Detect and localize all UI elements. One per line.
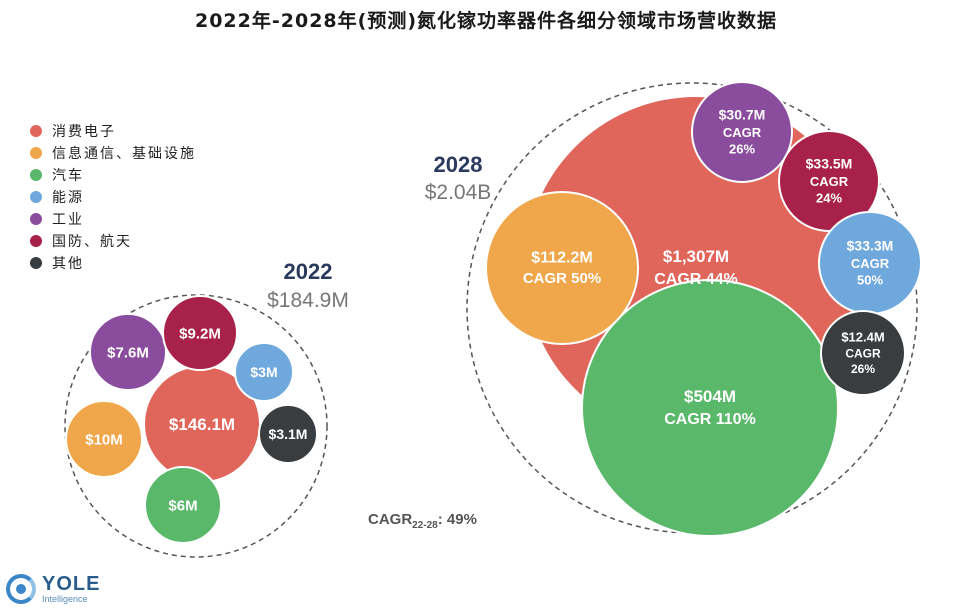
legend-label: 汽车	[52, 168, 84, 184]
legend-item: 工业	[30, 208, 196, 230]
total-label: $2.04B	[425, 181, 492, 204]
bubble-cagr-label: CAGR	[810, 174, 849, 189]
bubble-2022	[65, 400, 143, 478]
bubble-cagr-label: CAGR	[845, 347, 881, 361]
legend-label: 消费电子	[52, 124, 116, 140]
bubble-2028	[820, 310, 906, 396]
legend-swatch	[30, 213, 42, 225]
bubble-2022	[258, 404, 318, 464]
legend-item: 国防、航天	[30, 230, 196, 252]
legend-label: 其他	[52, 256, 84, 272]
year-label: 2028	[434, 152, 483, 177]
bubble-value-label: $504M	[684, 387, 736, 406]
logo-name: YOLE	[42, 573, 101, 595]
bubble-cagr-value: 24%	[816, 191, 842, 206]
bubble-value-label: $146.1M	[169, 415, 235, 434]
legend-item: 其他	[30, 252, 196, 274]
legend-item: 汽车	[30, 164, 196, 186]
legend-swatch	[30, 257, 42, 269]
legend-swatch	[30, 147, 42, 159]
bubble-value-label: $33.5M	[806, 155, 853, 171]
bubble-cagr-label: CAGR 50%	[523, 270, 601, 287]
bubble-value-label: $1,307M	[663, 247, 729, 266]
legend-label: 信息通信、基础设施	[52, 146, 196, 162]
legend-label: 工业	[52, 212, 84, 228]
bubble-2022	[144, 466, 222, 544]
bubble-cagr-value: 26%	[851, 362, 875, 376]
legend-item: 消费电子	[30, 120, 196, 142]
bubble-cagr-label: CAGR	[851, 256, 890, 271]
bubble-value-label: $12.4M	[841, 329, 884, 344]
outer-dashed-circle-2022	[64, 294, 328, 558]
bubble-2028	[778, 130, 880, 232]
yole-logo-icon	[6, 574, 36, 604]
bubble-value-label: $10M	[85, 431, 123, 448]
bubble-cagr-label: CAGR 110%	[664, 411, 756, 428]
bubble-2028	[691, 81, 793, 183]
bubble-value-label: $6M	[168, 497, 197, 514]
legend-swatch	[30, 125, 42, 137]
legend: 消费电子信息通信、基础设施 汽车能源工业国防、航天其他	[30, 120, 196, 274]
bubble-value-label: $3.1M	[269, 426, 308, 442]
bubble-2028	[485, 191, 639, 345]
legend-item: 信息通信、基础设施	[30, 142, 196, 164]
legend-label: 能源	[52, 190, 84, 206]
legend-swatch	[30, 191, 42, 203]
bubble-value-label: $3M	[250, 364, 277, 380]
bubble-2022	[234, 342, 294, 402]
bubble-cagr-label: CAGR 44%	[654, 271, 738, 288]
total-label: $184.9M	[267, 289, 349, 312]
bubble-2022	[89, 313, 167, 391]
legend-swatch	[30, 235, 42, 247]
bubble-value-label: $33.3M	[847, 237, 894, 253]
legend-swatch	[30, 169, 42, 181]
bubble-value-label: $30.7M	[719, 106, 766, 122]
chart-title: 2022年-2028年(预测)氮化镓功率器件各细分领域市场营收数据	[194, 10, 778, 32]
yole-logo: YOLE Intelligence	[6, 574, 100, 604]
bubble-cagr-value: 26%	[729, 142, 755, 157]
year-label: 2022	[284, 259, 333, 284]
bubble-2028	[581, 279, 839, 537]
legend-label: 国防、航天	[52, 234, 132, 250]
bubble-value-label: $112.2M	[531, 249, 592, 266]
bubble-value-label: $7.6M	[107, 344, 149, 361]
bubble-2022	[162, 295, 238, 371]
bubble-cagr-label: CAGR	[723, 125, 762, 140]
bubble-cagr-value: 50%	[857, 273, 883, 288]
logo-subtitle: Intelligence	[42, 594, 88, 604]
legend-item: 能源	[30, 186, 196, 208]
overall-cagr-label: CAGR22-28: 49%	[368, 511, 477, 531]
bubble-value-label: $9.2M	[179, 325, 221, 342]
